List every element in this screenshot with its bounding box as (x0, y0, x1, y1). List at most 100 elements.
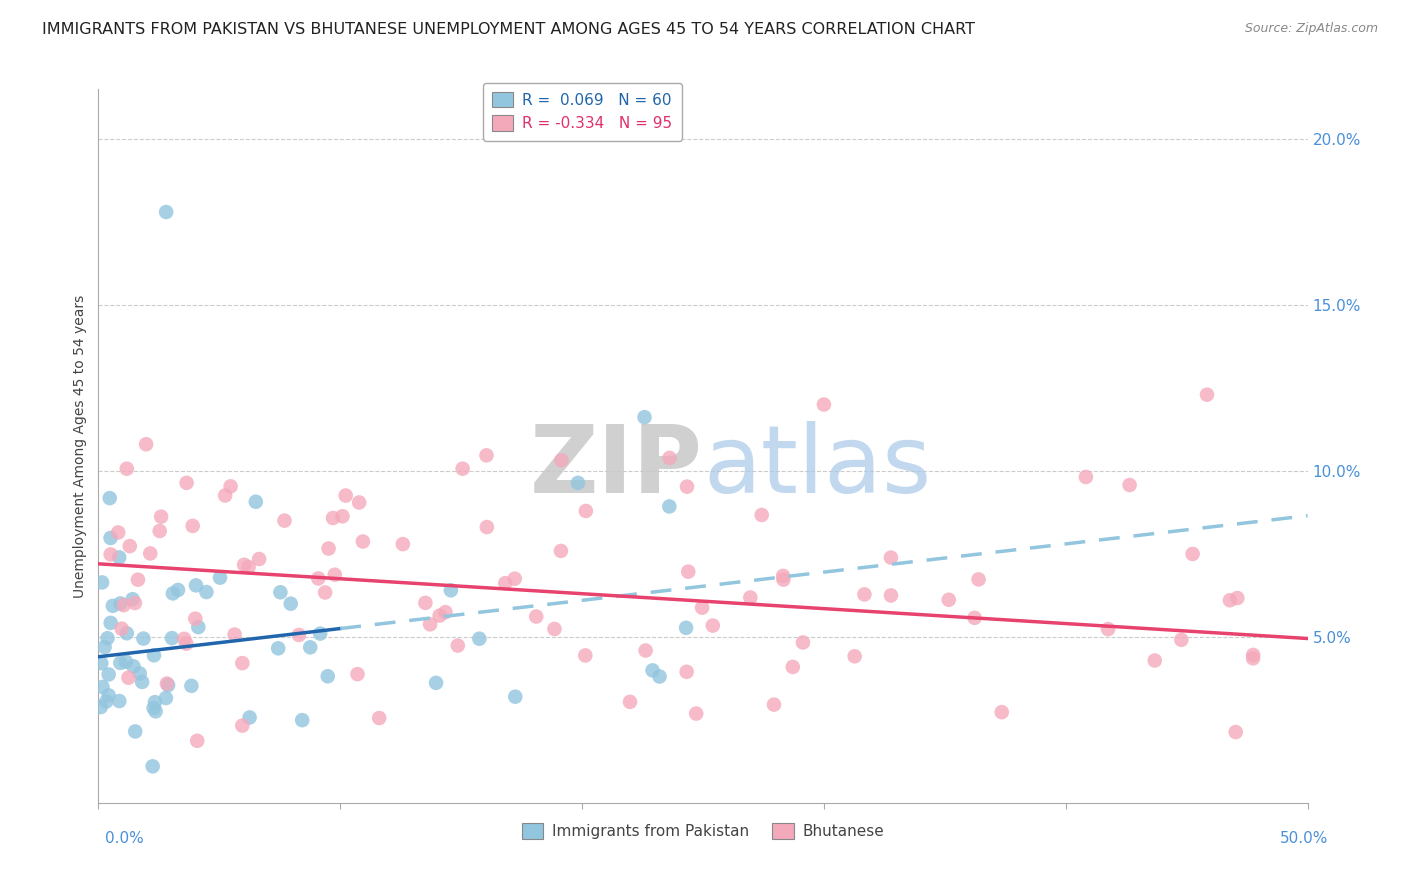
Legend: Immigrants from Pakistan, Bhutanese: Immigrants from Pakistan, Bhutanese (516, 817, 890, 845)
Point (963, 611, 986, 625)
Point (772, 569, 794, 583)
Point (1143, 653, 1166, 667)
Point (143, 648, 166, 663)
Point (1181, 547, 1204, 561)
Point (291, 713, 314, 727)
Point (108, 550, 131, 565)
Point (224, 627, 246, 641)
Point (186, 733, 208, 747)
Y-axis label: Unemployment Among Ages 45 to 54 years: Unemployment Among Ages 45 to 54 years (73, 294, 87, 598)
Point (658, 450, 681, 465)
Point (990, 705, 1012, 719)
Point (332, 509, 354, 524)
Point (475, 520, 498, 534)
Point (314, 585, 336, 599)
Point (434, 605, 457, 619)
Point (844, 649, 866, 664)
Point (93, 640, 115, 654)
Text: atlas: atlas (703, 421, 931, 514)
Point (346, 667, 368, 681)
Point (219, 479, 242, 493)
Point (524, 609, 547, 624)
Point (543, 622, 565, 636)
Point (288, 628, 311, 642)
Point (115, 461, 138, 475)
Point (108, 694, 131, 708)
Point (145, 704, 167, 718)
Point (1226, 591, 1249, 605)
Point (967, 573, 990, 587)
Point (214, 488, 236, 502)
Point (880, 550, 903, 565)
Text: Source: ZipAtlas.com: Source: ZipAtlas.com (1244, 22, 1378, 36)
Point (143, 695, 166, 709)
Point (155, 205, 177, 219)
Point (307, 571, 329, 585)
Point (575, 504, 598, 518)
Point (97, 689, 120, 703)
Point (322, 511, 344, 525)
Point (269, 585, 291, 599)
Point (440, 583, 463, 598)
Point (658, 500, 681, 514)
Point (675, 665, 697, 679)
Point (101, 599, 124, 613)
Point (98, 491, 121, 505)
Point (208, 571, 231, 585)
Point (115, 655, 138, 669)
Point (690, 600, 713, 615)
Point (1074, 470, 1097, 484)
Text: ZIP: ZIP (530, 421, 703, 514)
Point (135, 437, 157, 451)
Text: IMMIGRANTS FROM PAKISTAN VS BHUTANESE UNEMPLOYMENT AMONG AGES 45 TO 54 YEARS COR: IMMIGRANTS FROM PAKISTAN VS BHUTANESE UN… (42, 22, 976, 37)
Point (1241, 648, 1264, 662)
Point (107, 525, 129, 540)
Point (273, 514, 295, 528)
Point (111, 622, 134, 636)
Point (685, 706, 707, 721)
Point (451, 461, 474, 475)
Point (318, 541, 340, 556)
Point (121, 592, 143, 607)
Point (180, 679, 202, 693)
Point (233, 558, 256, 572)
Point (131, 675, 153, 690)
Point (96, 631, 118, 645)
Point (132, 632, 155, 646)
Point (150, 509, 173, 524)
Point (740, 591, 762, 605)
Point (425, 676, 447, 690)
Point (149, 524, 172, 538)
Point (155, 691, 177, 706)
Point (938, 592, 960, 607)
Point (1225, 725, 1247, 739)
Text: 0.0%: 0.0% (105, 831, 145, 846)
Point (1170, 632, 1192, 647)
Point (184, 578, 207, 592)
Point (124, 596, 146, 610)
Point (238, 560, 260, 574)
Point (619, 695, 641, 709)
Point (751, 508, 773, 522)
Point (678, 565, 700, 579)
Point (1241, 651, 1264, 665)
Point (91, 575, 114, 590)
Point (115, 626, 138, 640)
Point (676, 480, 699, 494)
Point (634, 643, 657, 657)
Point (156, 676, 179, 690)
Point (195, 585, 218, 599)
Point (267, 641, 290, 656)
Point (247, 552, 270, 566)
Point (633, 410, 655, 425)
Point (323, 567, 346, 582)
Point (100, 531, 122, 545)
Point (468, 632, 491, 646)
Point (550, 544, 572, 558)
Point (429, 608, 451, 623)
Point (112, 598, 135, 612)
Point (772, 573, 794, 587)
Point (419, 617, 441, 632)
Point (1195, 387, 1218, 401)
Point (782, 660, 804, 674)
